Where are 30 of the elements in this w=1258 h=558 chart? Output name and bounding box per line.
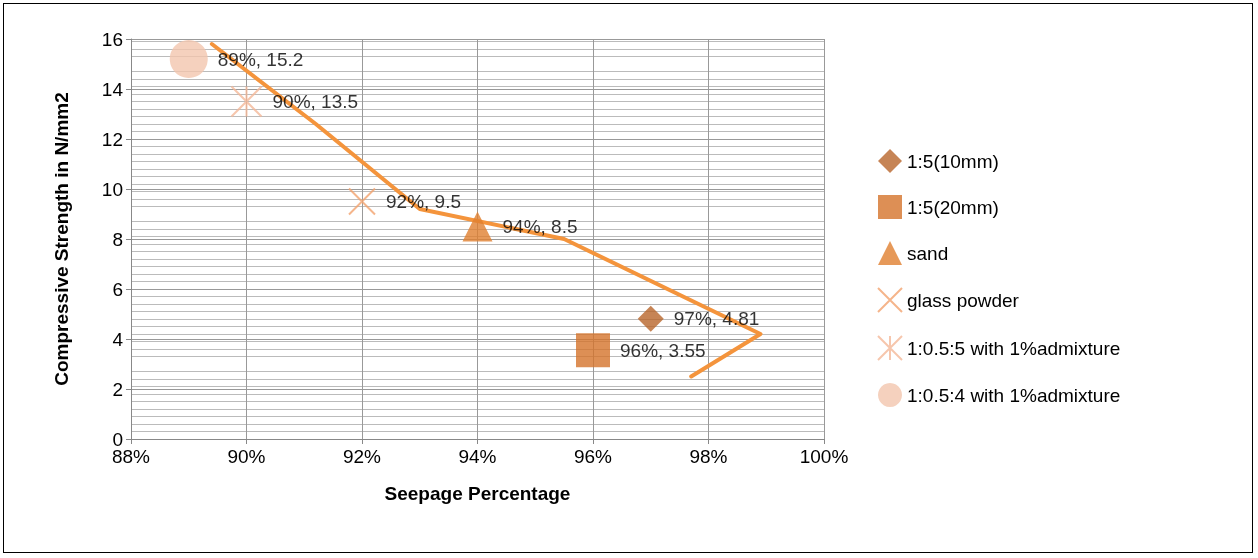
point [169,40,208,78]
point [637,305,664,332]
y-tick-label: 14 [101,78,124,100]
y-tick-label: 10 [101,178,123,200]
x-tick-label: 96% [573,446,613,467]
y-tick-label: 16 [101,28,123,50]
point [462,211,493,242]
legend-label: 1:0.5:4 with 1%admixture [907,384,1121,406]
x-tick-label: 100% [799,446,849,467]
data-label: 96%, 3.55 [620,339,706,361]
line-series [209,42,763,379]
point [348,187,376,216]
y-tick-label: 6 [112,278,123,300]
legend-label: 1:5(20mm) [907,196,999,218]
x-tick-label: 90% [227,446,266,467]
legend-label: sand [907,242,949,264]
y-tick-label: 8 [112,228,123,250]
x-tick-label: 98% [689,446,728,467]
x-tick-label: 92% [342,446,382,467]
y-axis-title: Compressive Strength in N/mm2 [51,92,72,386]
y-tick-label: 12 [101,128,123,150]
legend-label: 1:0.5:5 with 1%admixture [907,337,1121,359]
point [576,333,610,368]
legend-label: glass powder [907,289,1020,311]
legend-label: 1:5(10mm) [907,150,999,172]
x-axis-title: Seepage Percentage [384,483,571,504]
x-tick-label: 94% [458,446,497,467]
point [230,85,263,118]
y-tick-label: 4 [112,328,124,350]
y-tick-label: 2 [112,378,123,400]
